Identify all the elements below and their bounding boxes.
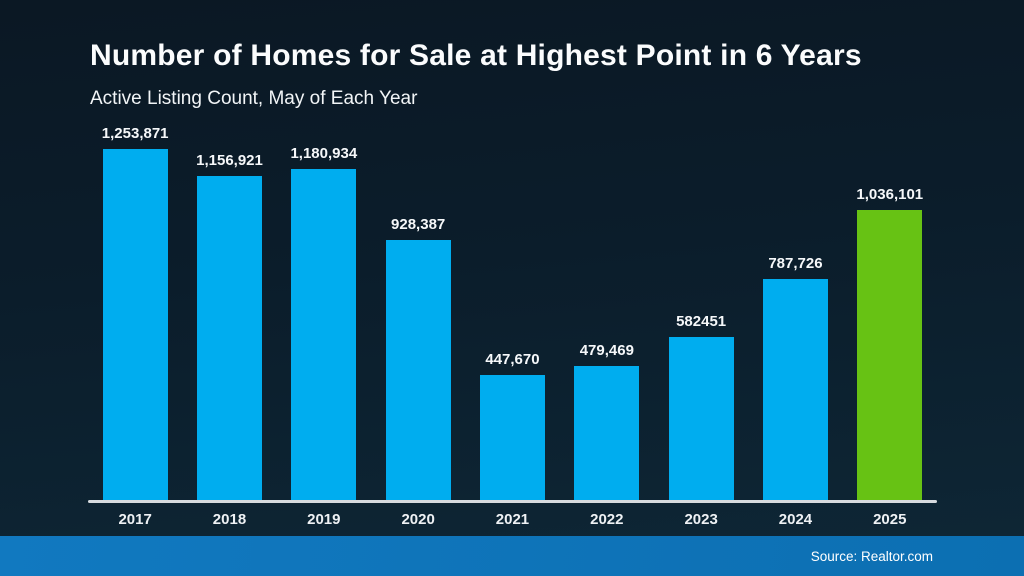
bar-value-label-2019: 1,180,934 (290, 145, 358, 162)
x-axis-labels: 2017 2018 2019 2020 2021 2022 2023 2024 2025 (88, 511, 937, 528)
page-title: Number of Homes for Sale at Highest Poin… (90, 39, 862, 72)
chart-column-2022: 479,469 (560, 342, 654, 500)
x-axis-label-2025: 2025 (873, 511, 907, 528)
bar-chart: 1,253,871 1,156,921 1,180,934 928,387 447,67… (88, 118, 937, 528)
footer-bar: Source: Realtor.com (0, 536, 1024, 576)
bar-2024 (762, 279, 828, 500)
bar-value-label-2025: 1,036,101 (856, 186, 924, 203)
x-axis-label-2018: 2018 (212, 511, 247, 528)
bar-2019 (291, 169, 357, 500)
chart-column-2024: 787,726 (748, 255, 842, 500)
bar-value-label-2023: 582451 (676, 313, 727, 330)
bar-value-label-2017: 1,253,871 (101, 125, 169, 142)
bar-value-label-2018: 1,156,921 (196, 152, 263, 169)
page-subtitle: Active Listing Count, May of Each Year (90, 88, 418, 109)
bar-2025 (857, 210, 923, 500)
bar-2018 (196, 176, 262, 500)
x-axis-label-2023: 2023 (684, 511, 718, 528)
x-axis-label-2022: 2022 (590, 511, 624, 528)
x-axis-label-2024: 2024 (778, 511, 813, 528)
chart-column-2020: 928,387 (371, 216, 465, 500)
bar-2022 (574, 366, 640, 500)
chart-column-2019: 1,180,934 (277, 145, 371, 500)
chart-column-2017: 1,253,871 (88, 125, 182, 500)
bar-value-label-2020: 928,387 (391, 216, 446, 233)
chart-column-2023: 582451 (654, 313, 748, 500)
chart-column-2021: 447,670 (465, 351, 559, 500)
x-axis-line (88, 500, 937, 503)
x-axis-label-2017: 2017 (118, 511, 152, 528)
bar-2017 (102, 149, 168, 500)
x-axis-label-2019: 2019 (307, 511, 341, 528)
x-axis-label-2020: 2020 (401, 511, 435, 528)
bar-2021 (479, 375, 545, 500)
x-axis-label-2021: 2021 (495, 511, 530, 528)
chart-column-2018: 1,156,921 (182, 152, 276, 500)
bar-2020 (385, 240, 451, 500)
chart-column-2025: 1,036,101 (843, 186, 937, 500)
source-text: Source: Realtor.com (810, 548, 933, 564)
bar-value-label-2021: 447,670 (485, 351, 540, 368)
bar-value-label-2022: 479,469 (579, 342, 634, 359)
bar-value-label-2024: 787,726 (768, 255, 823, 272)
bar-2023 (668, 337, 734, 500)
chart-columns: 1,253,871 1,156,921 1,180,934 928,387 447,67… (88, 118, 937, 500)
